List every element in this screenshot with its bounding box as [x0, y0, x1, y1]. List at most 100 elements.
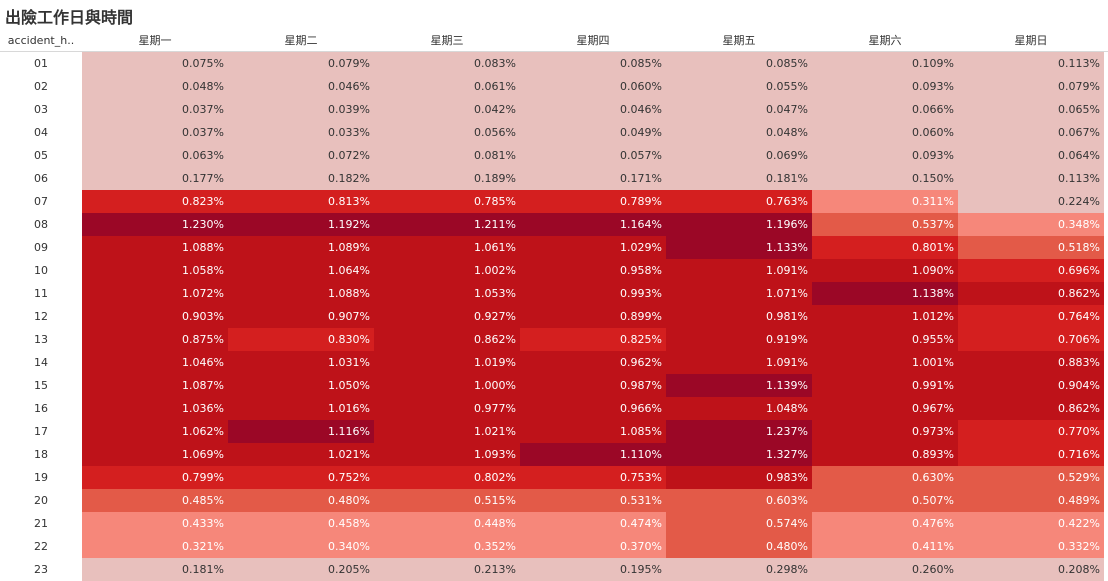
- column-header-thu[interactable]: 星期四: [576, 34, 610, 47]
- heatmap-cell[interactable]: 1.031%: [228, 351, 374, 374]
- heatmap-cell[interactable]: 0.875%: [82, 328, 228, 351]
- heatmap-cell[interactable]: 1.085%: [520, 420, 666, 443]
- heatmap-cell[interactable]: 1.071%: [666, 282, 812, 305]
- heatmap-cell[interactable]: 0.056%: [374, 121, 520, 144]
- heatmap-cell[interactable]: 1.016%: [228, 397, 374, 420]
- heatmap-cell[interactable]: 1.327%: [666, 443, 812, 466]
- heatmap-cell[interactable]: 0.967%: [812, 397, 958, 420]
- heatmap-cell[interactable]: 0.977%: [374, 397, 520, 420]
- heatmap-cell[interactable]: 1.133%: [666, 236, 812, 259]
- heatmap-cell[interactable]: 0.075%: [82, 52, 228, 75]
- heatmap-cell[interactable]: 1.064%: [228, 259, 374, 282]
- heatmap-cell[interactable]: 0.079%: [228, 52, 374, 75]
- heatmap-cell[interactable]: 0.458%: [228, 512, 374, 535]
- heatmap-cell[interactable]: 0.987%: [520, 374, 666, 397]
- heatmap-cell[interactable]: 1.139%: [666, 374, 812, 397]
- heatmap-cell[interactable]: 0.069%: [666, 144, 812, 167]
- heatmap-cell[interactable]: 0.182%: [228, 167, 374, 190]
- heatmap-cell[interactable]: 0.113%: [958, 167, 1104, 190]
- heatmap-cell[interactable]: 0.531%: [520, 489, 666, 512]
- heatmap-cell[interactable]: 0.060%: [812, 121, 958, 144]
- heatmap-cell[interactable]: 0.348%: [958, 213, 1104, 236]
- heatmap-cell[interactable]: 1.002%: [374, 259, 520, 282]
- column-header-sat[interactable]: 星期六: [868, 34, 902, 47]
- row-header[interactable]: 06: [34, 172, 48, 185]
- row-header[interactable]: 14: [34, 356, 48, 369]
- heatmap-cell[interactable]: 1.237%: [666, 420, 812, 443]
- heatmap-cell[interactable]: 0.093%: [812, 75, 958, 98]
- heatmap-cell[interactable]: 0.696%: [958, 259, 1104, 282]
- heatmap-cell[interactable]: 1.230%: [82, 213, 228, 236]
- heatmap-cell[interactable]: 0.321%: [82, 535, 228, 558]
- row-header[interactable]: 16: [34, 402, 48, 415]
- row-header[interactable]: 03: [34, 103, 48, 116]
- heatmap-cell[interactable]: 0.753%: [520, 466, 666, 489]
- heatmap-cell[interactable]: 0.109%: [812, 52, 958, 75]
- heatmap-cell[interactable]: 0.825%: [520, 328, 666, 351]
- heatmap-cell[interactable]: 0.785%: [374, 190, 520, 213]
- heatmap-cell[interactable]: 0.061%: [374, 75, 520, 98]
- row-header[interactable]: 18: [34, 448, 48, 461]
- heatmap-cell[interactable]: 0.208%: [958, 558, 1104, 581]
- row-header[interactable]: 04: [34, 126, 48, 139]
- heatmap-cell[interactable]: 0.883%: [958, 351, 1104, 374]
- heatmap-cell[interactable]: 0.919%: [666, 328, 812, 351]
- heatmap-cell[interactable]: 0.802%: [374, 466, 520, 489]
- heatmap-cell[interactable]: 1.211%: [374, 213, 520, 236]
- heatmap-cell[interactable]: 0.181%: [666, 167, 812, 190]
- heatmap-cell[interactable]: 1.088%: [228, 282, 374, 305]
- heatmap-cell[interactable]: 0.181%: [82, 558, 228, 581]
- heatmap-cell[interactable]: 0.433%: [82, 512, 228, 535]
- heatmap-cell[interactable]: 0.958%: [520, 259, 666, 282]
- heatmap-cell[interactable]: 0.993%: [520, 282, 666, 305]
- heatmap-cell[interactable]: 1.062%: [82, 420, 228, 443]
- heatmap-cell[interactable]: 0.411%: [812, 535, 958, 558]
- row-header[interactable]: 07: [34, 195, 48, 208]
- heatmap-cell[interactable]: 0.048%: [82, 75, 228, 98]
- heatmap-cell[interactable]: 1.001%: [812, 351, 958, 374]
- heatmap-cell[interactable]: 0.537%: [812, 213, 958, 236]
- heatmap-cell[interactable]: 0.072%: [228, 144, 374, 167]
- heatmap-cell[interactable]: 1.061%: [374, 236, 520, 259]
- row-header-title[interactable]: accident_h..: [7, 34, 75, 47]
- heatmap-cell[interactable]: 1.046%: [82, 351, 228, 374]
- heatmap-cell[interactable]: 0.448%: [374, 512, 520, 535]
- row-header[interactable]: 12: [34, 310, 48, 323]
- heatmap-cell[interactable]: 0.893%: [812, 443, 958, 466]
- heatmap-cell[interactable]: 0.603%: [666, 489, 812, 512]
- heatmap-cell[interactable]: 0.085%: [520, 52, 666, 75]
- heatmap-cell[interactable]: 0.081%: [374, 144, 520, 167]
- heatmap-cell[interactable]: 0.049%: [520, 121, 666, 144]
- heatmap-cell[interactable]: 0.057%: [520, 144, 666, 167]
- heatmap-cell[interactable]: 0.039%: [228, 98, 374, 121]
- heatmap-cell[interactable]: 0.907%: [228, 305, 374, 328]
- heatmap-cell[interactable]: 0.205%: [228, 558, 374, 581]
- heatmap-cell[interactable]: 0.899%: [520, 305, 666, 328]
- heatmap-cell[interactable]: 1.090%: [812, 259, 958, 282]
- heatmap-cell[interactable]: 0.060%: [520, 75, 666, 98]
- heatmap-cell[interactable]: 0.862%: [958, 282, 1104, 305]
- heatmap-cell[interactable]: 0.474%: [520, 512, 666, 535]
- heatmap-cell[interactable]: 0.298%: [666, 558, 812, 581]
- heatmap-cell[interactable]: 0.046%: [520, 98, 666, 121]
- row-header[interactable]: 10: [34, 264, 48, 277]
- row-header[interactable]: 17: [34, 425, 48, 438]
- heatmap-cell[interactable]: 1.058%: [82, 259, 228, 282]
- heatmap-cell[interactable]: 0.518%: [958, 236, 1104, 259]
- row-header[interactable]: 23: [34, 563, 48, 576]
- row-header[interactable]: 01: [34, 57, 48, 70]
- heatmap-cell[interactable]: 1.021%: [374, 420, 520, 443]
- row-header[interactable]: 21: [34, 517, 48, 530]
- heatmap-cell[interactable]: 0.507%: [812, 489, 958, 512]
- heatmap-cell[interactable]: 0.311%: [812, 190, 958, 213]
- row-header[interactable]: 22: [34, 540, 48, 553]
- heatmap-cell[interactable]: 1.019%: [374, 351, 520, 374]
- heatmap-cell[interactable]: 0.046%: [228, 75, 374, 98]
- heatmap-cell[interactable]: 0.224%: [958, 190, 1104, 213]
- heatmap-cell[interactable]: 0.927%: [374, 305, 520, 328]
- heatmap-cell[interactable]: 1.029%: [520, 236, 666, 259]
- heatmap-cell[interactable]: 0.991%: [812, 374, 958, 397]
- heatmap-cell[interactable]: 0.830%: [228, 328, 374, 351]
- heatmap-cell[interactable]: 0.340%: [228, 535, 374, 558]
- heatmap-cell[interactable]: 1.048%: [666, 397, 812, 420]
